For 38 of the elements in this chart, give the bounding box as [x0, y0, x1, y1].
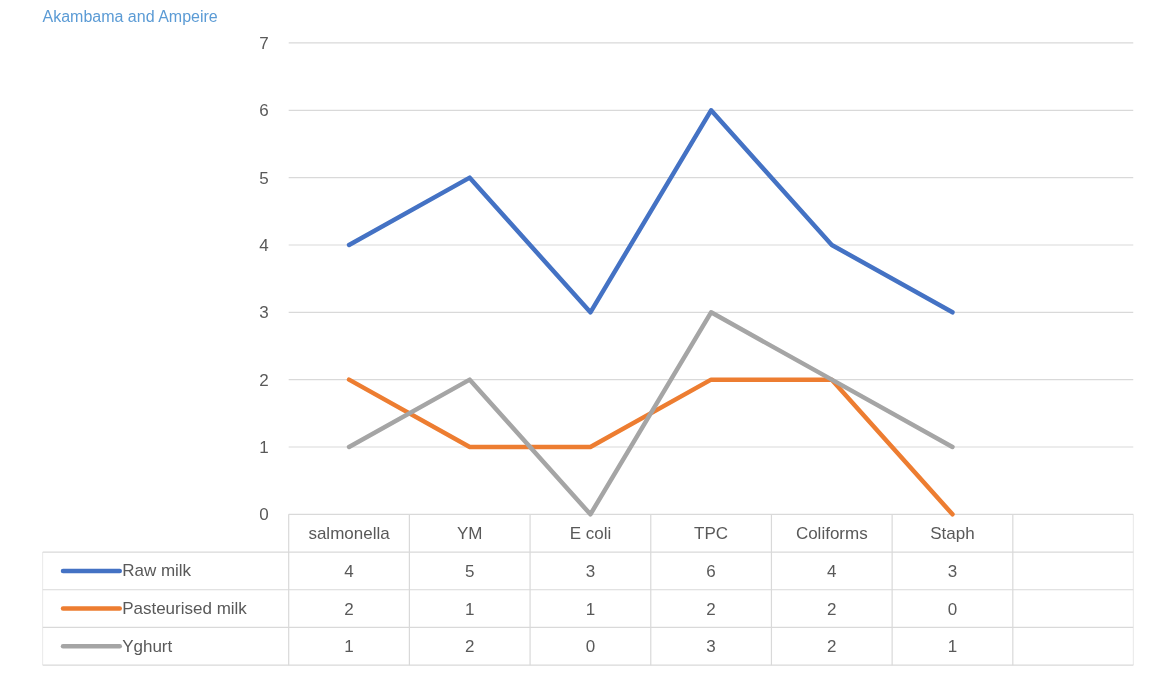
data-label: 4 [344, 561, 354, 581]
x-tick-label: E coli [569, 523, 612, 543]
line-series [346, 108, 955, 315]
legend-label: Raw milk [122, 561, 192, 581]
data-label: 1 [344, 637, 354, 657]
data-label: 5 [465, 561, 475, 581]
data-label: 0 [947, 599, 958, 619]
y-tick-label: 2 [259, 370, 269, 390]
legend-label: Pasteurised milk [122, 599, 248, 619]
x-tick-label: Staph [930, 523, 975, 543]
data-label: 6 [706, 561, 716, 581]
data-label: 2 [465, 637, 475, 657]
data-label: 2 [827, 599, 837, 619]
x-tick-label: TPC [694, 523, 729, 543]
data-label: 3 [706, 637, 716, 657]
y-tick-label: 0 [259, 505, 269, 525]
line-series [346, 310, 955, 517]
y-tick-label: 4 [259, 235, 269, 255]
text: Akambama and Ampeire [42, 7, 218, 25]
y-tick-label: 1 [259, 437, 269, 457]
data-label: 4 [827, 561, 837, 581]
data-label: 1 [465, 599, 475, 619]
data-label: 2 [827, 637, 837, 657]
x-tick-label: YM [456, 523, 483, 543]
x-tick-label: Coliforms [795, 523, 868, 543]
x-tick-label: salmonella [308, 523, 391, 543]
y-tick-label: 3 [259, 303, 269, 323]
data-label: 3 [585, 561, 596, 581]
y-tick-label: 6 [259, 101, 269, 121]
data-label: 3 [947, 561, 958, 581]
data-label: 1 [585, 599, 596, 619]
y-tick-label: 5 [259, 168, 269, 188]
legend-label: Yghurt [122, 636, 173, 656]
data-label: 1 [947, 637, 958, 657]
data-label: 2 [344, 599, 354, 619]
y-tick-label: 7 [259, 33, 269, 53]
data-label: 2 [706, 599, 716, 619]
data-label: 0 [585, 637, 596, 657]
